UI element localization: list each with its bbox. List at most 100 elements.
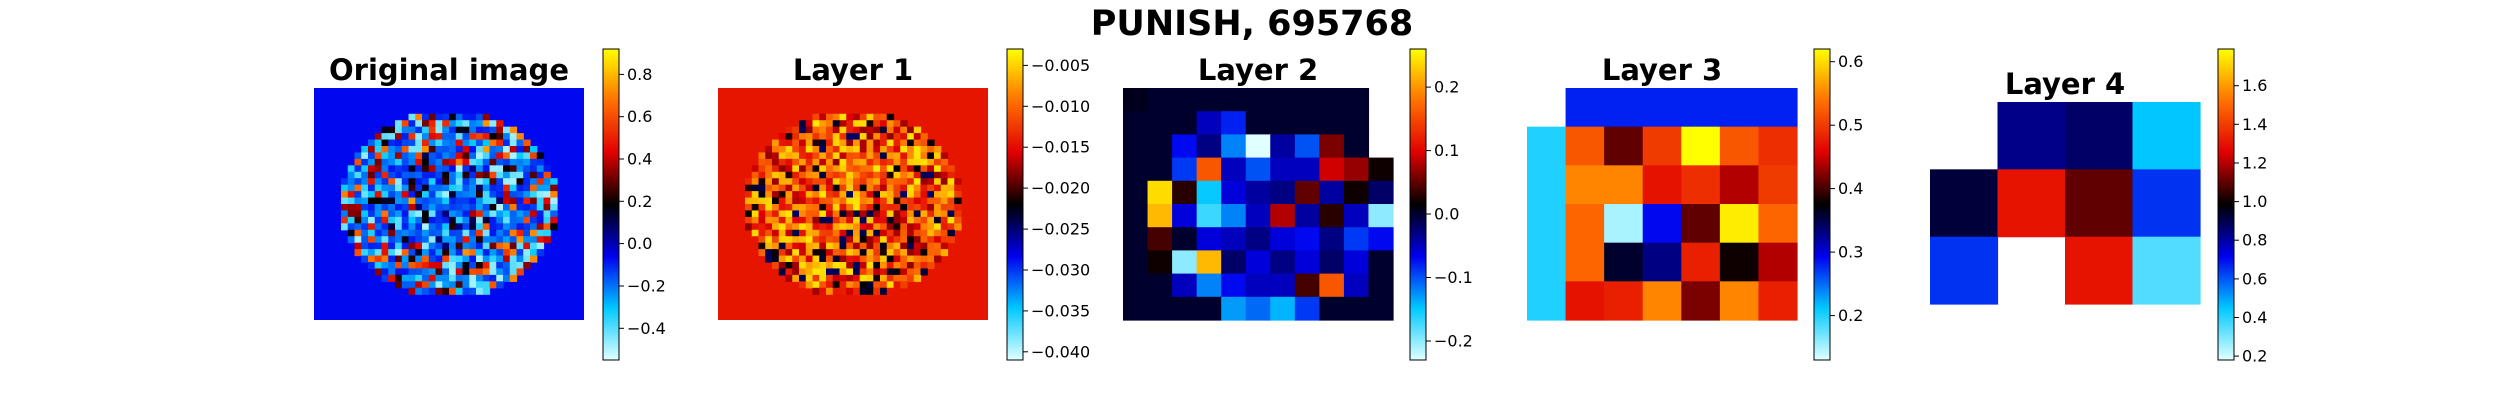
- heatmap-cell: [442, 204, 450, 212]
- heatmap-cell: [920, 216, 928, 224]
- heatmap-cells: [718, 88, 988, 320]
- heatmap-cell: [886, 120, 895, 128]
- heatmap-cell: [1123, 204, 1149, 228]
- heatmap-cell: [927, 255, 935, 263]
- heatmap-cell: [341, 223, 349, 231]
- heatmap-cell: [913, 158, 922, 166]
- heatmap-cell: [907, 146, 915, 154]
- heatmap-cell: [792, 152, 800, 160]
- heatmap-cell: [442, 229, 450, 237]
- heatmap-cell: [536, 178, 545, 186]
- heatmap-cell: [462, 287, 470, 295]
- heatmap-cell: [1758, 281, 1798, 321]
- heatmap-cell: [381, 139, 389, 147]
- heatmap-cell: [893, 197, 901, 205]
- heatmap-cell: [415, 262, 423, 270]
- heatmap-cell: [523, 191, 531, 199]
- heatmap-cell: [1642, 204, 1682, 244]
- heatmap-cells: [1123, 88, 1394, 321]
- heatmap-cell: [2065, 102, 2134, 170]
- heatmap-cell: [947, 178, 955, 186]
- heatmap-cell: [778, 249, 787, 257]
- heatmap-cell: [751, 165, 760, 173]
- heatmap-cell: [792, 262, 800, 270]
- heatmap-cell: [489, 210, 497, 218]
- heatmap-cell: [496, 236, 504, 244]
- heatmap-cell: [435, 262, 443, 270]
- heatmap-cell: [449, 120, 457, 128]
- heatmap-cell: [866, 255, 874, 263]
- heatmap-cell: [846, 158, 854, 166]
- heatmap-cell: [812, 126, 820, 134]
- heatmap-cell: [469, 204, 477, 212]
- heatmap-cell: [940, 165, 949, 173]
- heatmap-cell: [374, 249, 383, 257]
- heatmap-cell: [839, 216, 847, 224]
- heatmap-cell: [826, 229, 834, 237]
- heatmap-cell: [422, 158, 430, 166]
- heatmap-cell: [873, 184, 881, 192]
- heatmap-cell: [859, 133, 868, 141]
- heatmap-cell: [785, 191, 793, 199]
- heatmap-cell: [516, 191, 524, 199]
- heatmap-cell: [826, 242, 834, 250]
- heatmap-cell: [354, 236, 362, 244]
- heatmap-cell: [1294, 250, 1320, 275]
- heatmap-cell: [839, 184, 847, 192]
- heatmap-cell: [900, 171, 908, 179]
- heatmap-cell: [496, 133, 504, 141]
- colorbar-gradient: [602, 48, 620, 361]
- heatmap-cell: [422, 262, 430, 270]
- heatmap-cell: [489, 197, 497, 205]
- heatmap-cell: [805, 236, 814, 244]
- heatmap-cell: [785, 223, 793, 231]
- heatmap-cell: [415, 281, 423, 289]
- heatmap-cell: [758, 216, 766, 224]
- heatmap-cell: [509, 204, 518, 212]
- heatmap-cell: [469, 268, 477, 276]
- heatmap-cell: [442, 274, 450, 282]
- heatmap-cell: [2132, 236, 2201, 305]
- heatmap-cell: [530, 236, 538, 244]
- heatmap-cell: [469, 165, 477, 173]
- heatmap-cell: [940, 191, 949, 199]
- heatmap-cell: [772, 191, 780, 199]
- heatmap-cell: [778, 229, 787, 237]
- heatmap-cell: [819, 165, 827, 173]
- heatmap-cell: [765, 242, 773, 250]
- heatmap-cell: [866, 158, 874, 166]
- heatmap-cell: [395, 274, 403, 282]
- heatmap-cell: [408, 274, 416, 282]
- heatmap-cell: [913, 178, 922, 186]
- heatmap-cell: [792, 133, 800, 141]
- heatmap-cell: [354, 223, 362, 231]
- heatmap-cell: [893, 120, 901, 128]
- heatmap-cell: [772, 178, 780, 186]
- heatmap-cell: [368, 249, 376, 257]
- heatmap-cell: [496, 204, 504, 212]
- heatmap-cell: [812, 191, 820, 199]
- heatmap-cell: [516, 223, 524, 231]
- heatmap-cell: [428, 191, 437, 199]
- heatmap-cell: [442, 133, 450, 141]
- heatmap-cell: [805, 229, 814, 237]
- heatmap-cell: [516, 255, 524, 263]
- heatmap-cell: [435, 165, 443, 173]
- heatmap-cell: [428, 171, 437, 179]
- heatmap-cell: [778, 146, 787, 154]
- heatmap-cell: [839, 236, 847, 244]
- heatmap-cell: [1642, 281, 1682, 321]
- heatmap-cell: [381, 249, 389, 257]
- heatmap-cell: [1681, 281, 1721, 321]
- heatmap-cell: [832, 184, 841, 192]
- heatmap-cell: [1147, 88, 1173, 112]
- heatmap-cell: [799, 216, 807, 224]
- heatmap-cell: [435, 139, 443, 147]
- heatmap-cell: [388, 210, 396, 218]
- heatmap-cell: [428, 281, 437, 289]
- heatmap-cell: [435, 274, 443, 282]
- heatmap-cell: [805, 126, 814, 134]
- heatmap-cell: [449, 236, 457, 244]
- heatmap-cell: [799, 178, 807, 186]
- heatmap-cell: [435, 197, 443, 205]
